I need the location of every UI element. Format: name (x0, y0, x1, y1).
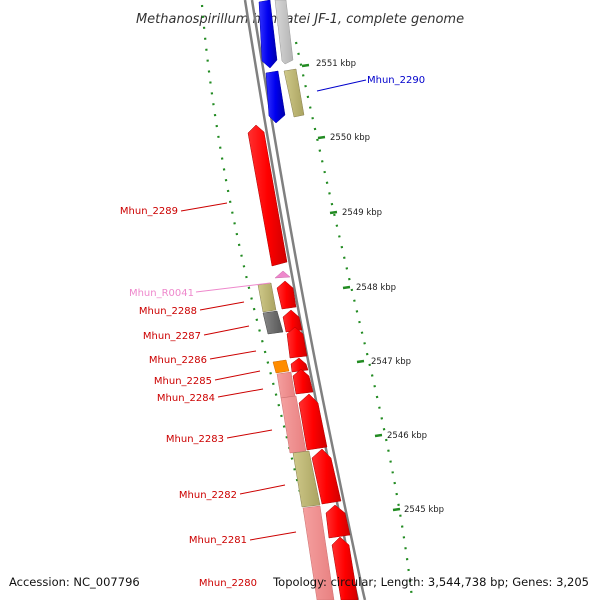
gene-label-mhun-2283[interactable]: Mhun_2283 (166, 434, 224, 445)
gene-block-mhun-2285-inner[interactable] (272, 359, 290, 374)
scale-label-2546: 2546 kbp (387, 431, 427, 441)
gene-arrow-mhun-2281[interactable] (325, 504, 351, 539)
gene-block-mhun-2287-inner[interactable] (262, 310, 284, 335)
leader-mhun-2289 (180, 202, 228, 212)
gene-label-mhun-r0041[interactable]: Mhun_R0041 (129, 288, 194, 299)
label-leaders (180, 79, 367, 541)
leader-mhun-2282 (239, 484, 286, 495)
genome-summary-label: Topology: circular; Length: 3,544,738 bp… (272, 575, 589, 589)
gene-arrow-blue-2[interactable] (265, 70, 286, 124)
gene-arrow-mhun-2280[interactable] (331, 536, 359, 600)
gene-block-mhun-2288-inner[interactable] (257, 282, 277, 313)
gene-arrow-mhun-2289[interactable] (247, 124, 288, 267)
gene-label-mhun-2288[interactable]: Mhun_2288 (139, 306, 197, 317)
scale-tick-2549 (329, 210, 338, 215)
gene-label-mhun-2289[interactable]: Mhun_2289 (120, 206, 178, 217)
scale-label-2551: 2551 kbp (316, 59, 356, 69)
gene-marker-mhun-r0041[interactable] (274, 270, 291, 279)
gene-labels: Mhun_2290 Mhun_2289 Mhun_R0041 Mhun_2288… (120, 75, 425, 589)
upper-genes (258, 0, 305, 124)
scale-labels: 2551 kbp 2550 kbp 2549 kbp 2548 kbp 2547… (316, 59, 444, 515)
gene-label-mhun-2282[interactable]: Mhun_2282 (179, 490, 237, 501)
outer-strand-genes (276, 280, 359, 600)
gene-arrow-mhun-2283[interactable] (298, 393, 328, 451)
scale-ticks (301, 63, 401, 512)
gene-arrow-mhun-2285[interactable] (290, 357, 309, 373)
scale-tick-2546 (374, 433, 383, 438)
gene-arrow-blue-1[interactable] (258, 0, 278, 69)
scale-label-2545: 2545 kbp (404, 505, 444, 515)
gene-block-mhun-2282-inner[interactable] (292, 450, 321, 508)
scale-tick-2550 (317, 135, 326, 140)
scale-tick-2548 (342, 285, 351, 290)
gene-block-mhun-2290[interactable] (283, 68, 305, 118)
gene-label-mhun-2284[interactable]: Mhun_2284 (157, 393, 215, 404)
gene-label-mhun-2280[interactable]: Mhun_2280 (199, 578, 257, 589)
gene-block-mhun-2284-inner[interactable] (276, 371, 296, 399)
scale-tick-2551 (301, 63, 310, 68)
leader-mhun-2284 (217, 388, 264, 398)
accession-label: Accession: NC_007796 (9, 575, 140, 589)
inner-strand-genes (257, 282, 335, 600)
map-title: Methanospirillum hungatei JF-1, complete… (136, 12, 464, 27)
leader-mhun-2286 (209, 350, 257, 360)
scale-label-2548: 2548 kbp (356, 283, 396, 293)
gene-arrow-mhun-2288[interactable] (276, 280, 297, 310)
leader-mhun-r0041 (195, 282, 271, 293)
scale-tick-2547 (356, 359, 365, 364)
leader-mhun-2283 (226, 429, 273, 439)
scale-label-2549: 2549 kbp (342, 208, 382, 218)
gene-arrow-mhun-2286[interactable] (286, 326, 308, 359)
gene-block-mhun-2281-inner[interactable] (302, 505, 335, 600)
scale-label-2550: 2550 kbp (330, 133, 370, 143)
gene-label-mhun-2287[interactable]: Mhun_2287 (143, 331, 201, 342)
gene-label-mhun-2285[interactable]: Mhun_2285 (154, 376, 212, 387)
gene-block-mhun-2283-inner[interactable] (280, 395, 307, 454)
gene-arrow-mhun-2284[interactable] (292, 368, 314, 395)
leader-mhun-2290 (316, 79, 367, 92)
leader-mhun-2285 (214, 370, 261, 381)
leader-mhun-2287 (203, 325, 250, 336)
gene-label-mhun-2286[interactable]: Mhun_2286 (149, 355, 207, 366)
leader-mhun-2281 (249, 531, 297, 541)
gene-label-mhun-2290[interactable]: Mhun_2290 (367, 75, 425, 86)
leader-mhun-2288 (199, 301, 245, 311)
gene-arrow-mhun-2282[interactable] (311, 448, 342, 505)
gene-label-mhun-2281[interactable]: Mhun_2281 (189, 535, 247, 546)
gene-block-gray-1[interactable] (274, 0, 294, 65)
gene-arrow-mhun-2287[interactable] (282, 309, 303, 333)
scale-tick-2545 (392, 507, 401, 512)
scale-label-2547: 2547 kbp (371, 357, 411, 367)
